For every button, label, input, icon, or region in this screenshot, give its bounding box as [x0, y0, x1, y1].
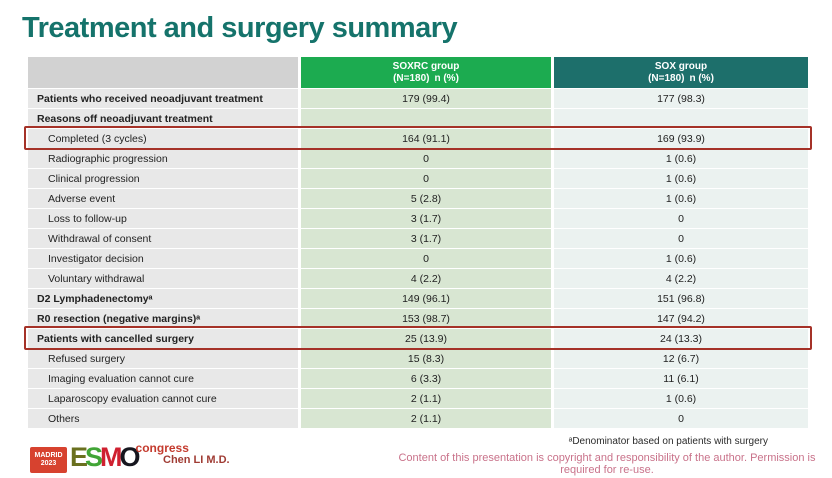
table-row: Investigator decision 0 1 (0.6) [28, 249, 808, 268]
row-value-sox: 1 (0.6) [554, 169, 808, 188]
row-value-sox: 24 (13.3) [554, 329, 808, 348]
row-value-sox: 1 (0.6) [554, 149, 808, 168]
esmo-letter-e: E [70, 442, 88, 472]
row-label: Completed (3 cycles) [28, 129, 298, 148]
column-header-empty [28, 57, 298, 88]
author-name: Chen LI M.D. [163, 454, 230, 466]
table-row: Loss to follow-up 3 (1.7) 0 [28, 209, 808, 228]
madrid-2023-badge: MADRID 2023 [30, 447, 67, 473]
table-row: Others 2 (1.1) 0 [28, 409, 808, 428]
row-label: Imaging evaluation cannot cure [28, 369, 298, 388]
row-label: Patients who received neoadjuvant treatm… [28, 89, 298, 108]
table-footnote: ᵃDenominator based on patients with surg… [568, 436, 768, 447]
table-row: Adverse event 5 (2.8) 1 (0.6) [28, 189, 808, 208]
row-label: Loss to follow-up [28, 209, 298, 228]
row-value-sox: 0 [554, 409, 808, 428]
row-value-soxrc: 5 (2.8) [301, 189, 551, 208]
column-header-soxrc-sublabel: (N=180) n (%) [393, 72, 459, 84]
esmo-letter-m: M [100, 442, 122, 472]
table-header-row: SOXRC group (N=180) n (%) SOX group (N=1… [28, 57, 808, 88]
logo-city: MADRID [34, 452, 63, 459]
row-value-soxrc: 15 (8.3) [301, 349, 551, 368]
table-row: Radiographic progression 0 1 (0.6) [28, 149, 808, 168]
table-row: Voluntary withdrawal 4 (2.2) 4 (2.2) [28, 269, 808, 288]
row-label: Withdrawal of consent [28, 229, 298, 248]
row-value-soxrc: 164 (91.1) [301, 129, 551, 148]
row-label: Refused surgery [28, 349, 298, 368]
row-value-soxrc: 153 (98.7) [301, 309, 551, 328]
row-value-soxrc: 25 (13.9) [301, 329, 551, 348]
column-header-soxrc-group: SOXRC group (N=180) n (%) [301, 57, 551, 88]
row-label: Laparoscopy evaluation cannot cure [28, 389, 298, 408]
row-value-soxrc: 179 (99.4) [301, 89, 551, 108]
row-label: Adverse event [28, 189, 298, 208]
row-label: R0 resection (negative margins)ᵃ [28, 309, 298, 328]
esmo-letter-o: O [119, 442, 141, 472]
table-row: Patients with cancelled surgery 25 (13.9… [24, 326, 812, 350]
congress-label: congress [135, 441, 189, 455]
row-label: Reasons off neoadjuvant treatment [28, 109, 298, 128]
row-label: Radiographic progression [28, 149, 298, 168]
row-value-sox: 147 (94.2) [554, 309, 808, 328]
column-header-soxrc-label: SOXRC group [392, 60, 460, 72]
row-value-soxrc: 0 [301, 249, 551, 268]
row-value-soxrc: 3 (1.7) [301, 229, 551, 248]
esmo-wordmark: ESMO [70, 442, 141, 472]
table-row: R0 resection (negative margins)ᵃ 153 (98… [28, 309, 808, 328]
row-label: Clinical progression [28, 169, 298, 188]
row-value-soxrc: 6 (3.3) [301, 369, 551, 388]
row-value-sox: 0 [554, 229, 808, 248]
table-row: Refused surgery 15 (8.3) 12 (6.7) [28, 349, 808, 368]
row-value-soxrc [301, 109, 551, 128]
row-value-soxrc: 0 [301, 149, 551, 168]
column-header-sox-group: SOX group (N=180) n (%) [554, 57, 808, 88]
page-title: Treatment and surgery summary [22, 12, 458, 44]
row-label: Investigator decision [28, 249, 298, 268]
row-label: Patients with cancelled surgery [28, 329, 298, 348]
table-row: Withdrawal of consent 3 (1.7) 0 [28, 229, 808, 248]
column-header-sox-sublabel: (N=180) n (%) [648, 72, 714, 84]
row-label: D2 Lymphadenectomyᵃ [28, 289, 298, 308]
row-value-sox: 177 (98.3) [554, 89, 808, 108]
esmo-letter-s: S [85, 442, 103, 472]
table-row: D2 Lymphadenectomyᵃ 149 (96.1) 151 (96.8… [28, 289, 808, 308]
row-value-sox: 0 [554, 209, 808, 228]
row-value-sox: 1 (0.6) [554, 389, 808, 408]
row-value-sox: 11 (6.1) [554, 369, 808, 388]
row-value-soxrc: 149 (96.1) [301, 289, 551, 308]
esmo-congress-logo: MADRID 2023 ESMO congress [30, 441, 189, 473]
table-row: Reasons off neoadjuvant treatment [28, 109, 808, 128]
row-label: Voluntary withdrawal [28, 269, 298, 288]
row-value-soxrc: 0 [301, 169, 551, 188]
row-value-sox: 169 (93.9) [554, 129, 808, 148]
row-value-soxrc: 2 (1.1) [301, 389, 551, 408]
summary-table: SOXRC group (N=180) n (%) SOX group (N=1… [24, 57, 812, 429]
row-value-sox: 12 (6.7) [554, 349, 808, 368]
table-row: Imaging evaluation cannot cure 6 (3.3) 1… [28, 369, 808, 388]
row-value-soxrc: 3 (1.7) [301, 209, 551, 228]
row-value-sox: 151 (96.8) [554, 289, 808, 308]
row-value-sox: 4 (2.2) [554, 269, 808, 288]
row-value-soxrc: 4 (2.2) [301, 269, 551, 288]
table-row: Patients who received neoadjuvant treatm… [28, 89, 808, 108]
row-value-sox: 1 (0.6) [554, 249, 808, 268]
column-header-sox-label: SOX group [654, 60, 708, 72]
row-value-sox: 1 (0.6) [554, 189, 808, 208]
logo-year: 2023 [40, 460, 57, 467]
row-value-sox [554, 109, 808, 128]
table-row: Clinical progression 0 1 (0.6) [28, 169, 808, 188]
copyright-notice: Content of this presentation is copyrigh… [398, 452, 816, 476]
table-body: Patients who received neoadjuvant treatm… [24, 89, 812, 428]
table-row: Laparoscopy evaluation cannot cure 2 (1.… [28, 389, 808, 408]
row-value-soxrc: 2 (1.1) [301, 409, 551, 428]
row-label: Others [28, 409, 298, 428]
table-row: Completed (3 cycles) 164 (91.1) 169 (93.… [24, 126, 812, 150]
